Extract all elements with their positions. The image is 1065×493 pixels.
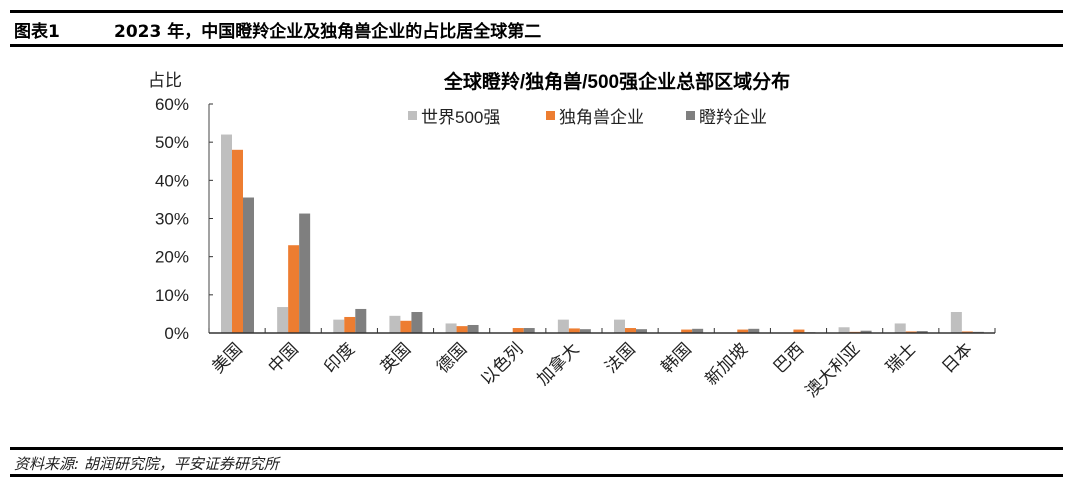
bar [692, 328, 704, 333]
bar [681, 329, 693, 333]
bar [400, 320, 412, 333]
x-tick-label: 法国 [601, 339, 638, 376]
footer-top-rule [10, 447, 1063, 450]
header-bottom-rule [10, 44, 1063, 47]
top-rule [10, 10, 1063, 13]
bar [523, 328, 535, 333]
bar [333, 319, 345, 333]
bar [411, 312, 423, 333]
footer-bottom-rule [10, 474, 1063, 477]
bar [838, 327, 850, 333]
bar [467, 324, 479, 333]
figure-header: 图表1 2023 年，中国瞪羚企业及独角兽企业的占比居全球第二 [14, 17, 541, 42]
bar [737, 329, 749, 333]
legend-swatch [686, 111, 695, 120]
bar [748, 328, 760, 333]
figure-title: 2023 年，中国瞪羚企业及独角兽企业的占比居全球第二 [114, 22, 542, 42]
bar [512, 328, 524, 333]
x-tick-label: 韩国 [658, 339, 695, 376]
y-tick-label: 20% [155, 248, 189, 267]
x-tick-label: 印度 [321, 339, 358, 376]
bar [636, 329, 647, 333]
bar [355, 308, 367, 333]
bar [277, 307, 289, 333]
bar [950, 312, 962, 333]
x-tick-label: 巴西 [770, 339, 807, 376]
chart-title: 全球瞪羚/独角兽/500强企业总部区域分布 [443, 70, 790, 93]
bar [916, 331, 928, 333]
x-tick-label: 美国 [208, 339, 245, 376]
y-axis-label: 占比 [148, 71, 182, 90]
bar [905, 331, 917, 333]
figure-label: 图表1 [14, 22, 60, 42]
y-tick-label: 0% [164, 324, 189, 343]
bar [579, 329, 591, 333]
y-tick-label: 10% [155, 286, 189, 305]
bar [288, 245, 300, 333]
x-tick-label: 中国 [265, 339, 302, 376]
bar [614, 319, 625, 333]
y-tick-label: 60% [155, 95, 189, 114]
x-tick-label: 英国 [377, 339, 414, 376]
bar [894, 323, 906, 333]
bar [232, 149, 243, 333]
x-tick-label: 新加坡 [702, 339, 751, 388]
bar [625, 328, 636, 333]
legend-swatch [546, 111, 555, 120]
bar [299, 213, 311, 333]
bar [568, 328, 580, 333]
bar [456, 326, 468, 333]
legend-label: 瞪羚企业 [699, 108, 767, 127]
bar [243, 197, 254, 333]
x-tick-label: 加拿大 [533, 339, 583, 389]
x-tick-label: 日本 [938, 339, 975, 376]
x-tick-label: 瑞士 [882, 339, 919, 376]
source-note: 资料来源: 胡润研究院，平安证券研究所 [14, 455, 279, 473]
y-tick-label: 30% [155, 210, 189, 229]
bar [344, 316, 356, 333]
bar [860, 330, 872, 333]
legend-label: 世界500强 [421, 108, 500, 127]
x-tick-label: 德国 [433, 339, 470, 376]
x-tick-label: 澳大利亚 [802, 339, 864, 401]
bar [961, 331, 973, 333]
x-tick-label: 以色列 [477, 339, 526, 388]
legend-swatch [408, 111, 417, 120]
bar [389, 315, 401, 333]
bar [445, 323, 457, 333]
bar [557, 319, 569, 333]
bar [793, 329, 805, 333]
y-tick-label: 50% [155, 133, 189, 152]
bar [221, 134, 232, 333]
legend-label: 独角兽企业 [559, 108, 644, 127]
y-tick-label: 40% [155, 171, 189, 190]
